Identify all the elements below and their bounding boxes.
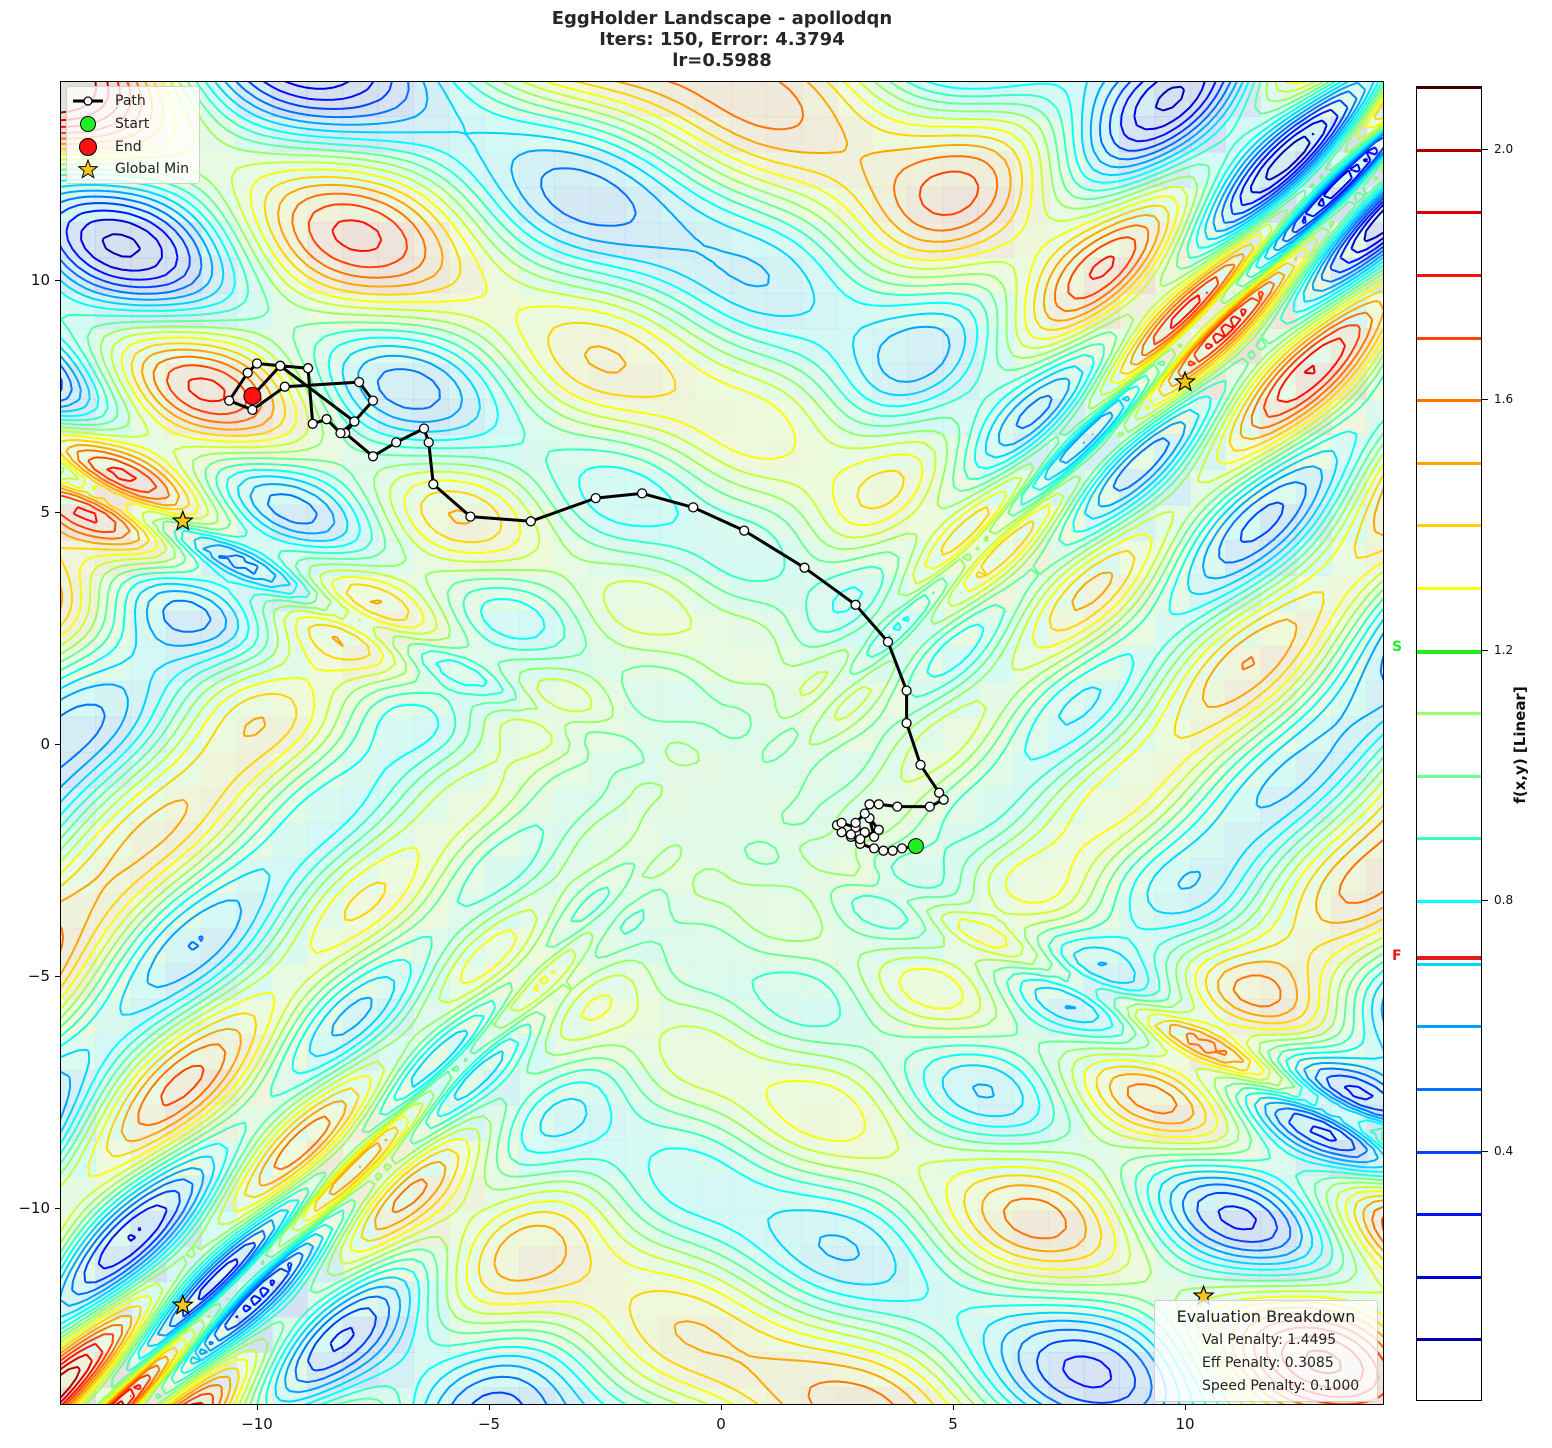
x-tick-label: 5: [948, 1415, 958, 1433]
title-line-3: lr=0.5988: [672, 50, 772, 71]
y-tick-label: 10: [30, 271, 50, 289]
colorbar-tick-label: 2.0: [1494, 142, 1514, 156]
y-tick-label: 0: [40, 735, 50, 753]
speed-penalty: Speed Penalty: 0.1000: [1202, 1378, 1360, 1394]
x-tick-label: 0: [716, 1415, 726, 1433]
contour-plot-area: [60, 81, 1384, 1405]
y-tick-label: −10: [18, 1199, 50, 1217]
eff-penalty: Eff Penalty: 0.3085: [1202, 1355, 1334, 1371]
title-line-2: Iters: 150, Error: 4.3794: [599, 29, 845, 50]
contour-lines: [60, 81, 1384, 1405]
colorbar-final-marker: F: [1392, 948, 1402, 964]
legend-label-end: End: [115, 139, 142, 155]
legend-markers: [73, 96, 103, 179]
legend-label-global-min: Global Min: [115, 161, 189, 177]
evaluation-title: Evaluation Breakdown: [1176, 1307, 1356, 1326]
x-tick-label: 10: [1175, 1415, 1195, 1433]
y-tick-label: −5: [27, 967, 50, 985]
x-tick-label: −10: [241, 1415, 273, 1433]
colorbar: [1416, 86, 1482, 1401]
evaluation-breakdown: Evaluation Breakdown Val Penalty: 1.4495…: [1154, 1300, 1378, 1402]
colorbar-label: f(x,y) [Linear]: [1511, 686, 1529, 804]
legend-label-start: Start: [115, 116, 150, 132]
star-icon: [77, 158, 99, 179]
colorbar-tick-label: 1.6: [1494, 392, 1514, 406]
x-tick-label: −5: [477, 1415, 501, 1433]
colorbar-start-marker: S: [1392, 639, 1403, 655]
title-line-1: EggHolder Landscape - apollodqn: [551, 8, 893, 29]
y-tick-label: 5: [40, 503, 50, 521]
colorbar-tick-label: 0.4: [1494, 1144, 1514, 1158]
optimizer-path: [171, 358, 1215, 1315]
colorbar-tick-label: 1.2: [1494, 643, 1514, 657]
path-marker-icon: [83, 96, 93, 106]
legend: Path Start End Global Min: [66, 86, 200, 184]
start-marker-icon: [80, 116, 96, 132]
chart-title: EggHolder Landscape - apollodqn Iters: 1…: [60, 8, 1384, 71]
end-marker-icon: [79, 138, 97, 156]
legend-label-path: Path: [115, 93, 146, 109]
colorbar-tick-label: 0.8: [1494, 893, 1514, 907]
val-penalty: Val Penalty: 1.4495: [1202, 1332, 1337, 1348]
